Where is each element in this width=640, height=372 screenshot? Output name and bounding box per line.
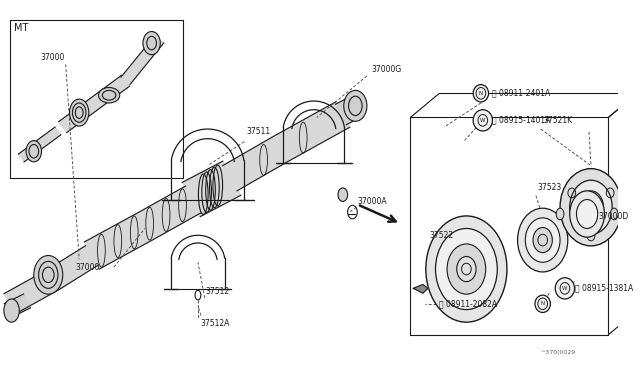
Polygon shape bbox=[182, 161, 241, 217]
Text: 37523: 37523 bbox=[538, 183, 562, 192]
Ellipse shape bbox=[518, 208, 568, 272]
Text: N: N bbox=[541, 301, 545, 306]
Ellipse shape bbox=[26, 141, 42, 162]
Text: 37522: 37522 bbox=[429, 231, 454, 240]
Text: 37000A: 37000A bbox=[357, 197, 387, 206]
Polygon shape bbox=[19, 127, 61, 162]
Text: 37000D: 37000D bbox=[598, 212, 629, 221]
Ellipse shape bbox=[34, 256, 63, 294]
Ellipse shape bbox=[70, 99, 89, 126]
Text: 37000G: 37000G bbox=[372, 65, 402, 74]
Ellipse shape bbox=[435, 228, 497, 310]
Ellipse shape bbox=[611, 208, 618, 220]
Text: W: W bbox=[562, 286, 568, 291]
Ellipse shape bbox=[4, 299, 19, 322]
Ellipse shape bbox=[426, 216, 507, 322]
Text: 37000: 37000 bbox=[76, 263, 100, 272]
Text: 37511: 37511 bbox=[246, 128, 270, 137]
Text: Ⓦ 08915-1401A: Ⓦ 08915-1401A bbox=[492, 116, 551, 125]
Ellipse shape bbox=[570, 180, 612, 234]
Ellipse shape bbox=[560, 169, 622, 246]
Ellipse shape bbox=[525, 218, 560, 262]
Text: ^370(0029: ^370(0029 bbox=[541, 350, 576, 355]
Ellipse shape bbox=[473, 84, 488, 102]
Polygon shape bbox=[4, 294, 31, 317]
Polygon shape bbox=[59, 75, 129, 132]
Polygon shape bbox=[84, 186, 201, 269]
Polygon shape bbox=[413, 285, 428, 293]
Text: 37521K: 37521K bbox=[543, 116, 573, 125]
Text: Ⓝ 08911-2082A: Ⓝ 08911-2082A bbox=[439, 299, 497, 308]
Text: Ⓦ 08915-1381A: Ⓦ 08915-1381A bbox=[575, 284, 633, 293]
Text: 37000: 37000 bbox=[40, 53, 65, 62]
Text: W: W bbox=[480, 118, 486, 123]
Ellipse shape bbox=[577, 199, 598, 228]
Ellipse shape bbox=[579, 191, 604, 224]
Ellipse shape bbox=[473, 110, 492, 131]
Ellipse shape bbox=[99, 87, 120, 103]
Ellipse shape bbox=[533, 228, 552, 253]
Ellipse shape bbox=[570, 191, 605, 237]
Polygon shape bbox=[223, 102, 350, 191]
Ellipse shape bbox=[344, 90, 367, 121]
Text: Ⓝ 08911-2401A: Ⓝ 08911-2401A bbox=[492, 89, 550, 98]
Ellipse shape bbox=[556, 208, 564, 220]
Polygon shape bbox=[4, 246, 98, 314]
Ellipse shape bbox=[556, 278, 575, 299]
Polygon shape bbox=[121, 36, 164, 84]
Text: MT: MT bbox=[13, 23, 28, 33]
Text: N: N bbox=[479, 91, 483, 96]
Text: 37512: 37512 bbox=[205, 287, 230, 296]
Text: 37512A: 37512A bbox=[201, 319, 230, 328]
Ellipse shape bbox=[338, 188, 348, 202]
Ellipse shape bbox=[143, 32, 160, 55]
Ellipse shape bbox=[457, 256, 476, 282]
Polygon shape bbox=[335, 96, 363, 125]
Ellipse shape bbox=[535, 295, 550, 312]
Ellipse shape bbox=[447, 244, 486, 294]
